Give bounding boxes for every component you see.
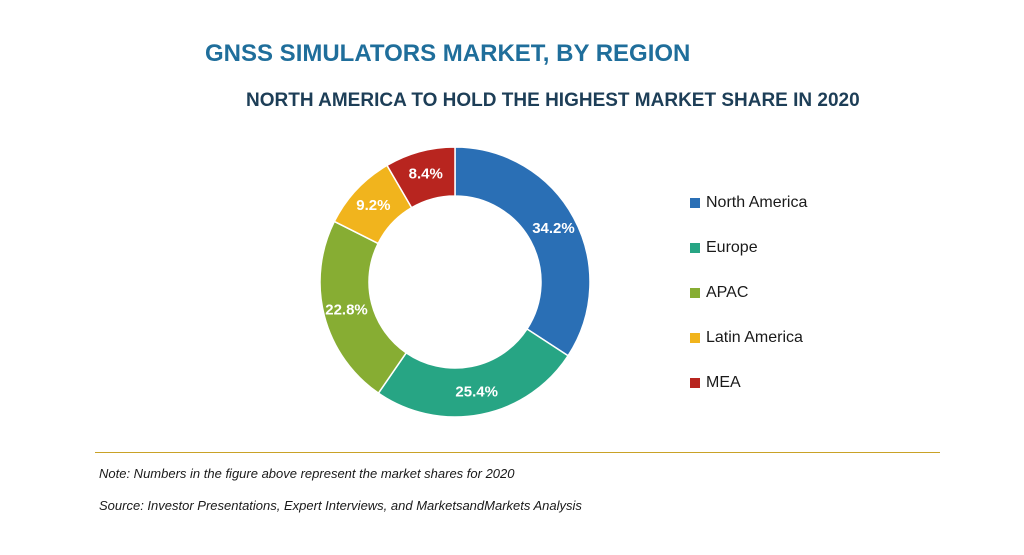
- legend-item-mea: MEA: [690, 360, 807, 405]
- legend-item-europe: Europe: [690, 225, 807, 270]
- data-label-apac: 22.8%: [325, 301, 368, 318]
- donut-slices: [319, 146, 591, 418]
- data-label-europe: 25.4%: [455, 383, 498, 400]
- legend-swatch: [690, 242, 700, 253]
- legend-item-apac: APAC: [690, 270, 807, 315]
- data-label-north-america: 34.2%: [532, 220, 575, 237]
- chart-note: Note: Numbers in the figure above repres…: [99, 466, 515, 481]
- footer-divider: [95, 452, 940, 453]
- chart-title: GNSS SIMULATORS MARKET, BY REGION: [205, 40, 691, 67]
- data-label-latin-america: 9.2%: [356, 197, 390, 214]
- legend-label: Latin America: [706, 328, 803, 346]
- slice-europe: [377, 327, 570, 418]
- legend-label: MEA: [706, 373, 741, 391]
- chart-subtitle: NORTH AMERICA TO HOLD THE HIGHEST MARKET…: [246, 90, 860, 111]
- slice-north-america: [454, 146, 591, 357]
- legend-label: Europe: [706, 238, 758, 256]
- chart-source: Source: Investor Presentations, Expert I…: [99, 498, 582, 513]
- legend-label: APAC: [706, 283, 749, 301]
- legend-label: North America: [706, 193, 808, 211]
- legend-swatch: [690, 197, 700, 208]
- donut-data-labels: 34.2% 25.4% 22.8% 9.2% 8.4%: [325, 165, 575, 400]
- legend-swatch: [690, 287, 700, 298]
- legend-swatch: [690, 377, 700, 388]
- data-label-mea: 8.4%: [409, 165, 443, 182]
- slice-mea: [385, 146, 456, 209]
- legend-item-latin-america: Latin America: [690, 315, 807, 360]
- chart-legend: North America Europe APAC Latin America MEA: [690, 180, 807, 405]
- legend-swatch: [690, 332, 700, 343]
- legend-item-north-america: North America: [690, 180, 807, 225]
